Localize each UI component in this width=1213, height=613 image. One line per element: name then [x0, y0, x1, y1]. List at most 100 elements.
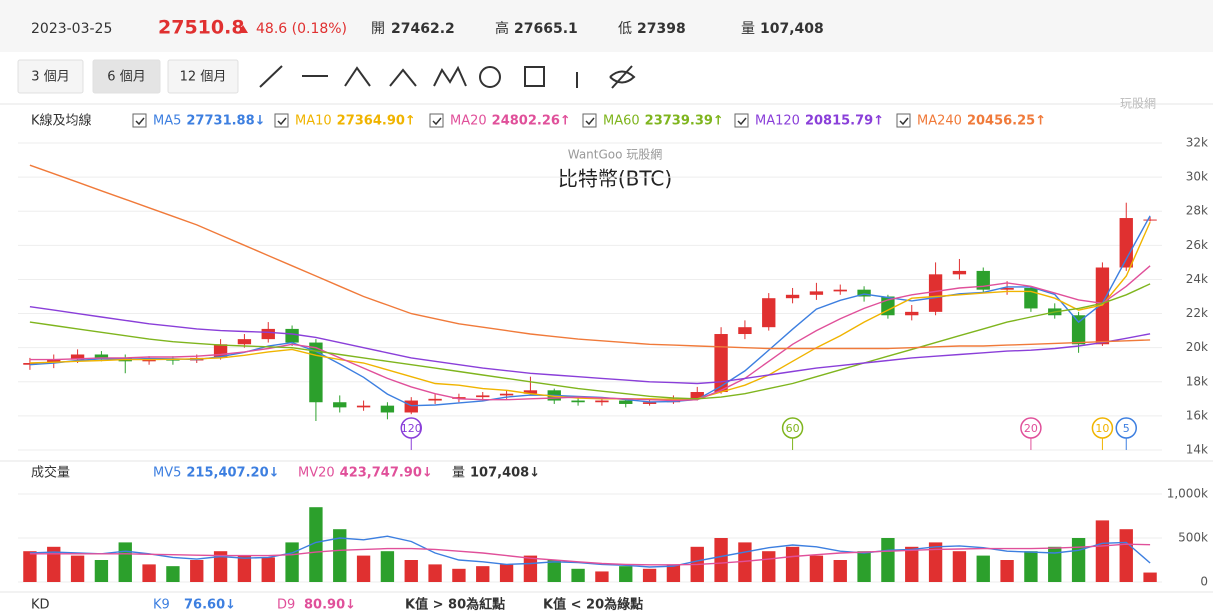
volume-bar: [666, 564, 681, 582]
legend-name: MA20: [450, 114, 487, 129]
volume-bar: [619, 566, 633, 582]
legend-value: 423,747.90↓: [340, 466, 433, 481]
volume-bar: [213, 551, 228, 582]
marker-label: 60: [786, 422, 800, 435]
high: 27665.1: [514, 21, 578, 37]
volume-bar: [595, 571, 609, 582]
volume-bar: [261, 557, 275, 582]
tool-line[interactable]: [259, 65, 283, 88]
legend-check: [432, 117, 442, 126]
candle-body: [809, 291, 824, 295]
candle-body: [94, 354, 109, 358]
legend-value: 20815.79↑: [805, 114, 884, 129]
range-button[interactable]: [92, 59, 161, 94]
ma-line: [29, 535, 1151, 568]
y-tick-label: 14k: [1186, 443, 1208, 457]
legend-value: 27364.90↑: [337, 114, 416, 129]
y-tick-label: 28k: [1186, 204, 1208, 218]
volume-bar: [1095, 520, 1110, 582]
candle-body: [333, 402, 347, 408]
kd-note-low: K值 < 20為綠點: [543, 597, 643, 613]
volume-bar: [642, 568, 657, 582]
volume-bar: [309, 507, 323, 582]
range-button[interactable]: [167, 59, 239, 94]
y-tick-label: 20k: [1186, 340, 1208, 354]
tool-wave[interactable]: [433, 65, 467, 87]
y-tick-label: 1,000k: [1167, 487, 1208, 501]
volume-bar: [356, 555, 371, 582]
volume-bar: [905, 546, 919, 582]
legend-check: [899, 117, 909, 126]
candle-body: [499, 393, 514, 396]
volume-bar: [428, 564, 442, 582]
legend-checkbox[interactable]: [896, 113, 911, 128]
volume-bar: [976, 555, 990, 582]
y-tick-label: 30k: [1186, 170, 1208, 184]
volume-bar: [547, 560, 561, 582]
header-bar: [0, 0, 1213, 52]
k-name: K9: [153, 598, 170, 613]
tool-abc[interactable]: [389, 68, 417, 87]
volume-bar: [1024, 551, 1038, 582]
ma-line: [29, 265, 1151, 402]
candle-body: [785, 294, 800, 299]
volume-bar: [1119, 529, 1133, 582]
candle-body: [857, 289, 871, 297]
volume-bar: [237, 555, 252, 582]
legend-name: MA60: [603, 114, 640, 129]
candle-body: [237, 339, 252, 345]
candle-body: [1000, 287, 1014, 290]
legend-name: MV20: [298, 466, 335, 481]
legend-value: 215,407.20↓: [186, 466, 279, 481]
open: 27462.2: [391, 21, 455, 37]
y-tick-label: 24k: [1186, 272, 1208, 286]
candle-body: [738, 327, 752, 335]
volume-bar: [118, 542, 132, 582]
candle-body: [166, 359, 180, 361]
range-button-label[interactable]: 3 個月: [31, 70, 69, 85]
legend-value: 20456.25↑: [967, 114, 1046, 129]
volume-bar: [523, 555, 538, 582]
legend-check: [585, 117, 595, 126]
volume-legend-title: 成交量: [31, 465, 70, 481]
legend-checkbox[interactable]: [734, 113, 749, 128]
candle-body: [571, 400, 585, 403]
volume-bar: [571, 568, 585, 582]
volume-bar: [857, 551, 871, 582]
range-button-label[interactable]: 6 個月: [107, 70, 145, 85]
candle-body: [952, 270, 967, 275]
tool-circle[interactable]: [479, 66, 501, 88]
y-tick-label: 0: [1200, 575, 1208, 589]
range-button-label[interactable]: 12 個月: [180, 70, 227, 85]
legend-check: [135, 117, 145, 126]
legend-value: 24802.26↑: [492, 114, 571, 129]
legend-checkbox[interactable]: [582, 113, 597, 128]
volume-bar: [47, 546, 61, 582]
price: 27510.8: [158, 17, 245, 39]
ma-line: [29, 164, 1151, 350]
candle-body: [1024, 287, 1038, 309]
volume-bar: [714, 538, 728, 582]
volume-bar: [1000, 560, 1014, 582]
volume-bar: [285, 542, 299, 582]
tool-hide[interactable]: [609, 65, 636, 89]
legend-checkbox[interactable]: [132, 113, 147, 128]
range-button[interactable]: [17, 59, 84, 94]
legend-name: MA5: [153, 114, 181, 129]
volume-bar: [142, 564, 156, 582]
candle-body: [380, 405, 395, 413]
volume-label: 量: [741, 21, 755, 37]
marker: [781, 417, 804, 439]
candle-body: [70, 354, 85, 360]
legend-checkbox[interactable]: [274, 113, 289, 128]
y-tick-label: 26k: [1186, 238, 1208, 252]
y-tick-label: 500k: [1178, 531, 1208, 545]
candle-body: [285, 328, 299, 343]
tool-rect[interactable]: [524, 66, 545, 87]
volume-bar: [762, 551, 776, 582]
candle-body: [762, 298, 776, 328]
tool-angle[interactable]: [344, 66, 371, 87]
legend-checkbox[interactable]: [429, 113, 444, 128]
volume-bar: [499, 564, 514, 582]
